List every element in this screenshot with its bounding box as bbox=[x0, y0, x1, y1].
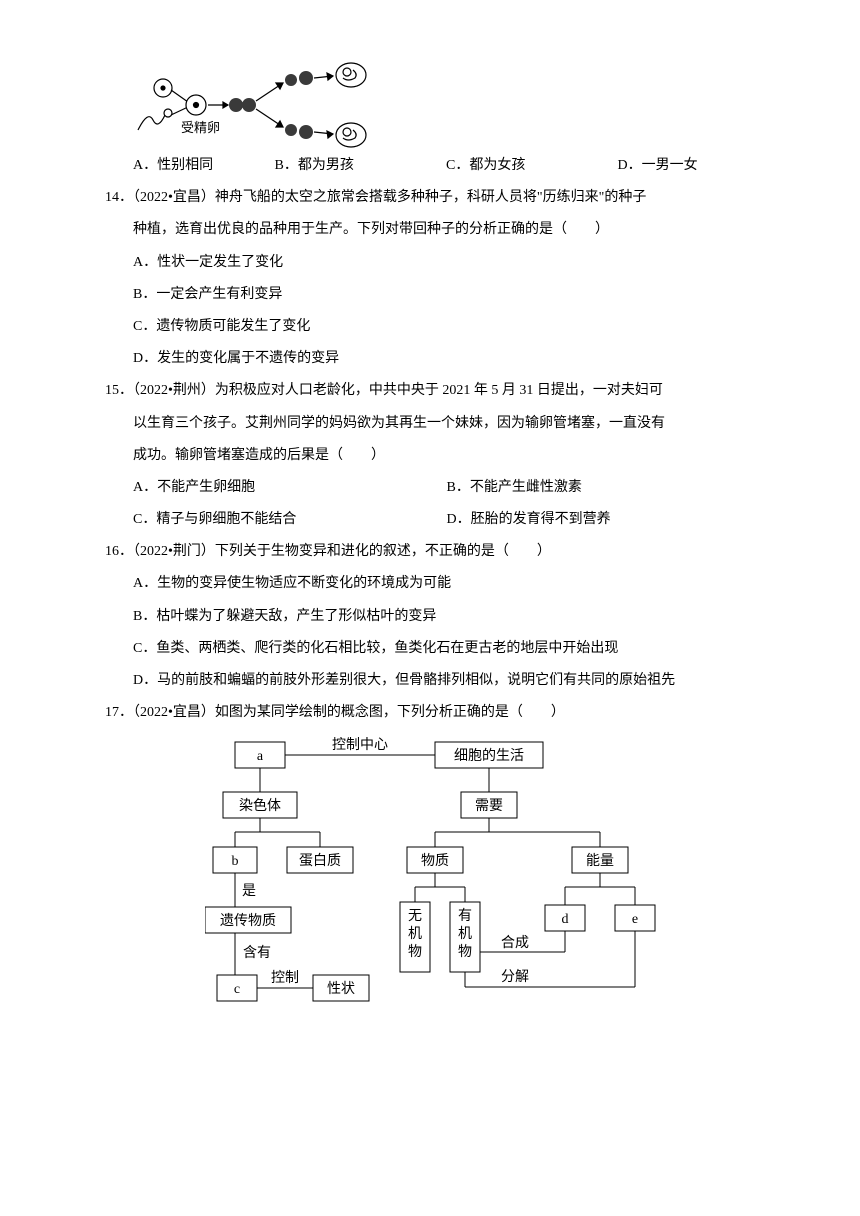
q16-choice-c: C．鱼类、两栖类、爬行类的化石相比较，鱼类化石在更古老的地层中开始出现 bbox=[105, 633, 775, 665]
q15-stem-1: 15．（2022•荆州）为积极应对人口老龄化，中共中央于 2021 年 5 月 … bbox=[105, 375, 775, 407]
box-hereditary: 遗传物质 bbox=[220, 913, 276, 929]
box-trait: 性状 bbox=[327, 981, 355, 997]
box-b: b bbox=[232, 854, 239, 869]
q14-choice-c: C．遗传物质可能发生了变化 bbox=[105, 311, 775, 343]
q16-choice-b: B．枯叶蝶为了躲避天敌，产生了形似枯叶的变异 bbox=[105, 601, 775, 633]
box-cell-life: 细胞的生活 bbox=[454, 748, 524, 764]
twin-caption: 受精卵 bbox=[181, 120, 220, 135]
q14-stem-1: 14．（2022•宜昌）神舟飞船的太空之旅常会搭载多种种子，科研人员将"历练归来… bbox=[105, 182, 775, 214]
q14-choice-a: A．性状一定发生了变化 bbox=[105, 247, 775, 279]
q16-choice-d: D．马的前肢和蝙蝠的前肢外形差别很大，但骨骼排列相似，说明它们有共同的原始祖先 bbox=[105, 665, 775, 697]
label-synth: 合成 bbox=[501, 935, 529, 951]
box-organic-3: 物 bbox=[458, 944, 472, 960]
q15-choice-b: B．不能产生雌性激素 bbox=[447, 472, 582, 504]
q16-choice-a: A．生物的变异使生物适应不断变化的环境成为可能 bbox=[105, 568, 775, 600]
q13-choice-b: B．都为男孩 bbox=[275, 150, 443, 182]
box-e: e bbox=[632, 912, 638, 927]
q15-choice-c: C．精子与卵细胞不能结合 bbox=[133, 504, 443, 536]
q16-stem: 16．（2022•荆门）下列关于生物变异和进化的叙述，不正确的是（ ） bbox=[105, 536, 775, 568]
box-need: 需要 bbox=[475, 798, 503, 814]
label-contain: 含有 bbox=[243, 945, 271, 961]
q17-stem: 17．（2022•宜昌）如图为某同学绘制的概念图，下列分析正确的是（ ） bbox=[105, 697, 775, 729]
twin-embryo-figure: 受精卵 bbox=[133, 60, 393, 150]
q15-choice-a: A．不能产生卵细胞 bbox=[133, 472, 443, 504]
box-organic-1: 有 bbox=[458, 908, 472, 924]
label-decomp: 分解 bbox=[501, 969, 529, 985]
label-control-center: 控制中心 bbox=[332, 737, 388, 753]
box-a: a bbox=[257, 749, 264, 764]
box-matter: 物质 bbox=[421, 853, 449, 869]
box-inorganic-3: 物 bbox=[408, 944, 422, 960]
q15-stem-3: 成功。输卵管堵塞造成的后果是（ ） bbox=[105, 440, 775, 472]
q14-stem-2: 种植，选育出优良的品种用于生产。下列对带回种子的分析正确的是（ ） bbox=[105, 214, 775, 246]
box-energy: 能量 bbox=[586, 853, 614, 869]
q14-choice-d: D．发生的变化属于不遗传的变异 bbox=[105, 343, 775, 375]
box-inorganic-1: 无 bbox=[408, 909, 422, 924]
q15-choice-d: D．胚胎的发育得不到营养 bbox=[447, 504, 611, 536]
box-organic-2: 机 bbox=[458, 926, 472, 942]
q13-choice-a: A．性别相同 bbox=[133, 150, 271, 182]
q13-choices: A．性别相同 B．都为男孩 C．都为女孩 D．一男一女 bbox=[105, 150, 775, 182]
label-is: 是 bbox=[242, 884, 256, 899]
q15-row2: C．精子与卵细胞不能结合 D．胚胎的发育得不到营养 bbox=[105, 504, 775, 536]
concept-map: a 细胞的生活 控制中心 染色体 b bbox=[205, 737, 705, 1067]
box-protein: 蛋白质 bbox=[299, 853, 341, 869]
q13-choice-c: C．都为女孩 bbox=[446, 150, 614, 182]
q14-choice-b: B．一定会产生有利变异 bbox=[105, 279, 775, 311]
box-chromo: 染色体 bbox=[239, 797, 281, 814]
label-control: 控制 bbox=[271, 970, 299, 986]
box-c: c bbox=[234, 982, 240, 997]
q15-row1: A．不能产生卵细胞 B．不能产生雌性激素 bbox=[105, 472, 775, 504]
q13-choice-d: D．一男一女 bbox=[618, 150, 698, 182]
box-d: d bbox=[562, 912, 569, 927]
q15-stem-2: 以生育三个孩子。艾荆州同学的妈妈欲为其再生一个妹妹，因为输卵管堵塞，一直没有 bbox=[105, 408, 775, 440]
box-inorganic-2: 机 bbox=[408, 926, 422, 942]
